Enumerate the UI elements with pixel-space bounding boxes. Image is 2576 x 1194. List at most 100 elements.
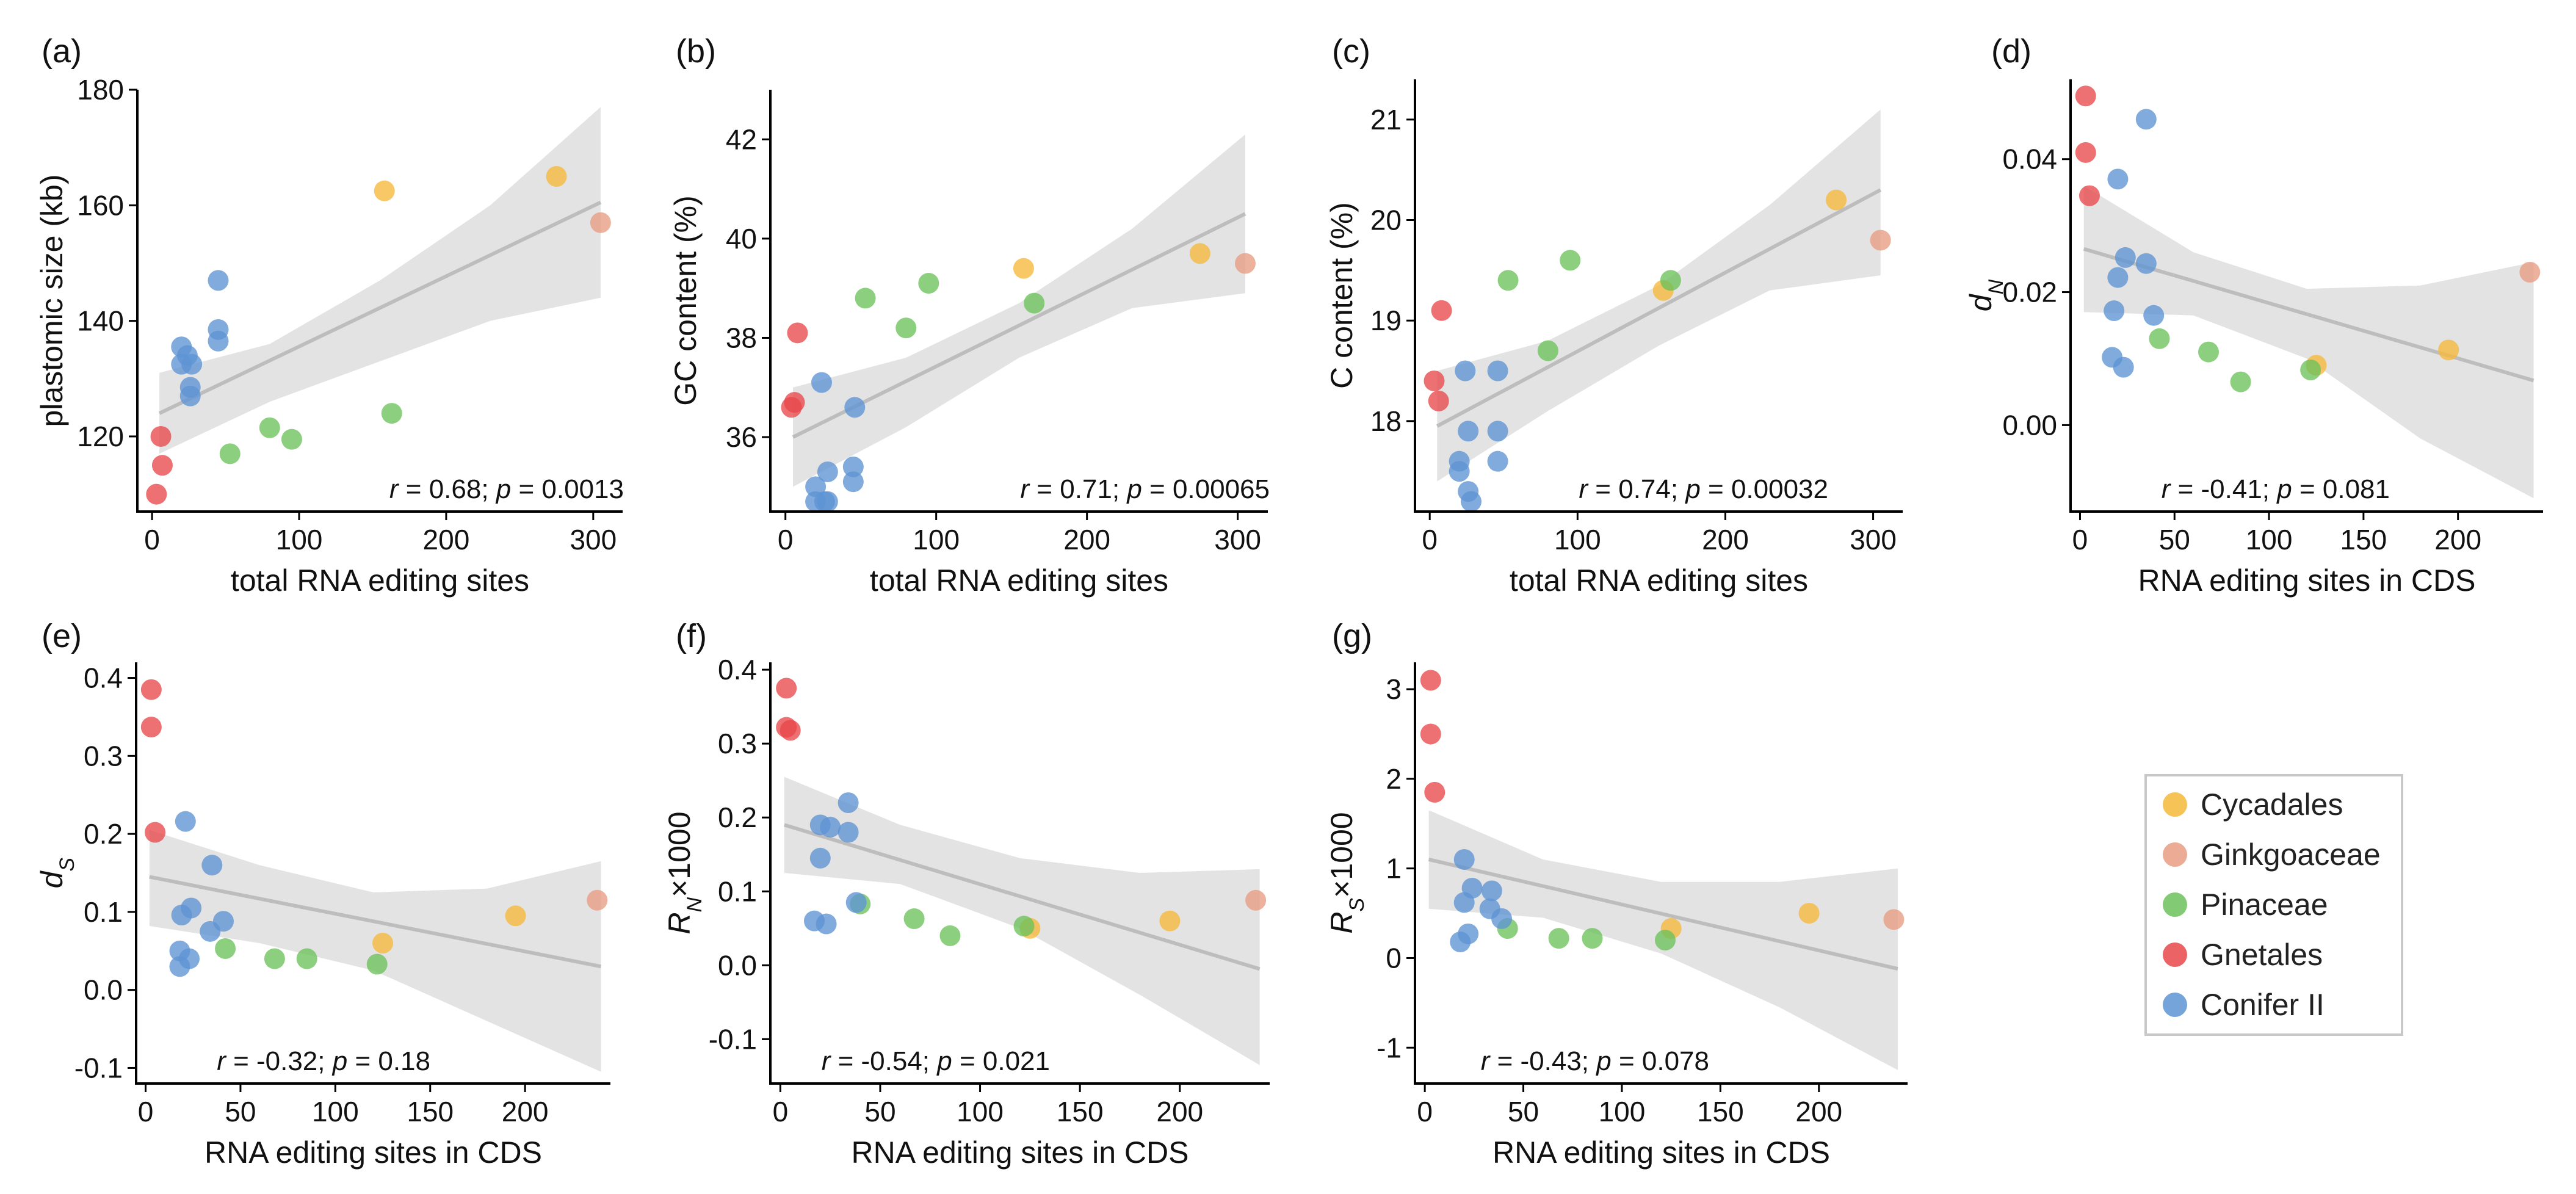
confidence-band [159, 107, 601, 454]
x-tick-label: 0 [773, 1096, 789, 1127]
data-point [1487, 360, 1508, 382]
y-tick-label: 1 [1386, 853, 1402, 885]
data-point [1453, 892, 1475, 913]
data-point [1450, 932, 1471, 953]
data-point [1487, 421, 1508, 442]
y-tick-label: 0.3 [718, 728, 757, 759]
data-point [2300, 359, 2321, 380]
data-point [842, 456, 864, 477]
legend-label: Conifer II [2201, 988, 2325, 1022]
legend-marker [2163, 892, 2187, 917]
data-point [1660, 270, 1681, 291]
data-point [2075, 142, 2096, 163]
data-point [1458, 421, 1479, 442]
x-tick-label: 0 [778, 524, 794, 555]
x-tick-label: 200 [502, 1096, 549, 1127]
x-tick-label: 150 [407, 1096, 454, 1127]
data-point [2149, 328, 2170, 349]
data-point [939, 925, 961, 946]
y-tick-label: 40 [726, 223, 757, 255]
x-axis-label: RNA editing sites in CDS [204, 1135, 542, 1170]
y-tick-label: 0 [1386, 942, 1402, 974]
y-axis-label: RN×1000 [662, 811, 706, 934]
data-point [587, 889, 608, 911]
data-point [140, 717, 162, 738]
data-point [1582, 928, 1603, 949]
y-axis-label: dN [1964, 279, 2008, 311]
legend-marker [2163, 993, 2187, 1017]
y-tick-label: 120 [77, 421, 124, 452]
panel-label: (f) [676, 618, 707, 654]
y-tick-label: 36 [726, 421, 757, 453]
y-tick-label: 0.1 [718, 875, 757, 907]
x-tick-label: 300 [1850, 524, 1897, 555]
y-tick-label: 42 [726, 123, 757, 155]
data-point [171, 905, 192, 925]
data-point [2075, 85, 2096, 107]
x-tick-label: 50 [864, 1096, 895, 1127]
data-point [219, 443, 241, 465]
panel-label: (b) [676, 33, 716, 70]
data-point [546, 165, 567, 187]
legend-marker [2163, 842, 2187, 867]
data-point [838, 792, 859, 813]
y-tick-label: 0.1 [84, 896, 123, 928]
data-point [264, 948, 285, 969]
data-point [842, 471, 864, 493]
x-axis-label: total RNA editing sites [1510, 563, 1808, 598]
data-point [1883, 909, 1905, 930]
panel-label: (g) [1332, 618, 1372, 654]
legend-label: Pinaceae [2201, 888, 2328, 922]
y-tick-label: 0.0 [84, 974, 123, 1006]
data-point [1428, 390, 1449, 411]
x-tick-label: 100 [312, 1096, 359, 1127]
data-point [2230, 371, 2251, 393]
y-tick-label: 38 [726, 322, 757, 353]
confidence-band [2083, 186, 2534, 499]
x-tick-label: 100 [913, 524, 960, 555]
y-tick-label: 160 [77, 189, 124, 221]
panel-label: (c) [1332, 33, 1370, 70]
data-point [179, 385, 201, 407]
regression-line [149, 875, 602, 969]
panel-g: 0 50 100 150 200 -1 0 1 2 3 RNA editing sites in C… [1325, 618, 1908, 1170]
data-point [1487, 450, 1508, 472]
y-tick-label: 0.4 [718, 654, 757, 686]
y-tick-label: 0.3 [84, 740, 123, 772]
data-point [366, 953, 388, 975]
data-point [816, 913, 837, 935]
data-point [809, 847, 831, 869]
regression-line [1436, 188, 1882, 428]
x-tick-label: 200 [1156, 1096, 1203, 1127]
data-point [181, 353, 203, 375]
regression-line [2083, 247, 2534, 383]
data-point [590, 212, 611, 233]
data-point [1024, 292, 1045, 314]
data-point [2438, 339, 2459, 361]
y-tick-label: 0.02 [2002, 277, 2057, 308]
x-tick-label: 0 [1417, 1096, 1433, 1127]
data-point [895, 317, 917, 339]
data-point [215, 938, 236, 959]
data-point [1424, 781, 1445, 803]
data-point [208, 270, 229, 291]
y-axis-label: dS [35, 857, 79, 888]
data-point [903, 908, 925, 930]
y-tick-label: 0.04 [2002, 143, 2057, 175]
data-point [2135, 253, 2157, 274]
data-point [150, 425, 172, 447]
data-point [844, 397, 866, 418]
data-point [918, 273, 939, 294]
x-tick-label: 200 [1702, 524, 1749, 555]
data-point [1159, 910, 1181, 932]
x-axis-label: RNA editing sites in CDS [851, 1135, 1189, 1170]
y-tick-label: 2 [1386, 763, 1402, 795]
x-axis-label: total RNA editing sites [870, 563, 1168, 598]
x-tick-label: 0 [144, 524, 160, 555]
data-point [817, 461, 838, 482]
data-point [505, 905, 526, 927]
data-point [1548, 928, 1569, 949]
legend-marker [2163, 943, 2187, 967]
panel-label: (d) [1991, 33, 2031, 70]
